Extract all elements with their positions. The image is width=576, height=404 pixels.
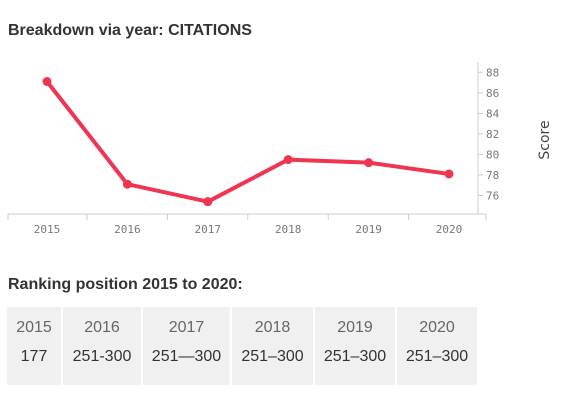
ranking-cell: 2015 177 — [7, 307, 61, 385]
y-tick-label: 86 — [486, 87, 499, 100]
y-tick-label: 80 — [486, 148, 499, 161]
ranking-title: Ranking position 2015 to 2020: — [8, 276, 243, 293]
x-tick-label: 2020 — [436, 223, 463, 236]
y-tick-label: 82 — [486, 128, 499, 141]
x-axis: 2015 2016 2017 2018 2019 2020 — [7, 213, 487, 236]
chart-title: Breakdown via year: CITATIONS — [8, 22, 252, 39]
data-point — [122, 179, 132, 189]
y-tick-label: 84 — [486, 107, 500, 120]
ranking-value: 251-300 — [72, 348, 132, 365]
citations-line-chart: 2015 2016 2017 2018 2019 2020 76 78 80 82 84 86 88 S… — [7, 62, 553, 236]
y-tick-label: 88 — [486, 66, 499, 79]
y-axis-label: Score — [537, 120, 553, 159]
x-tick-label: 2017 — [195, 223, 222, 236]
ranking-value: 177 — [20, 348, 48, 365]
ranking-year: 2018 — [254, 319, 291, 336]
ranking-cell: 2020 251–300 — [397, 307, 477, 385]
x-tick-label: 2016 — [114, 223, 141, 236]
ranking-year: 2017 — [168, 319, 205, 336]
ranking-cell: 2019 251–300 — [315, 307, 395, 385]
data-point — [283, 155, 293, 165]
data-point — [364, 158, 374, 168]
x-tick-label: 2019 — [355, 223, 382, 236]
ranking-value: 251–300 — [241, 348, 304, 365]
data-point — [444, 169, 454, 179]
ranking-year: 2015 — [16, 319, 52, 336]
ranking-value: 251–300 — [323, 348, 387, 365]
ranking-value: 251—300 — [151, 348, 222, 365]
data-point — [42, 77, 52, 87]
y-tick-label: 78 — [486, 169, 499, 182]
ranking-year: 2020 — [419, 319, 455, 336]
ranking-value: 251–300 — [405, 348, 469, 365]
ranking-table: 2015 177 2016 251-300 2017 251—300 2018 … — [7, 307, 477, 385]
ranking-cell: 2018 251–300 — [232, 307, 313, 385]
ranking-year: 2016 — [84, 319, 120, 336]
ranking-cell: 2017 251—300 — [143, 307, 230, 385]
ranking-cell: 2016 251-300 — [63, 307, 141, 385]
data-point — [203, 197, 213, 207]
y-axis: 76 78 80 82 84 86 88 Score — [477, 62, 553, 214]
y-tick-label: 76 — [486, 190, 499, 203]
x-tick-label: 2015 — [34, 223, 61, 236]
x-tick-label: 2018 — [275, 223, 302, 236]
series-layer — [42, 77, 454, 207]
series-line — [45, 79, 451, 204]
ranking-year: 2019 — [337, 319, 373, 336]
